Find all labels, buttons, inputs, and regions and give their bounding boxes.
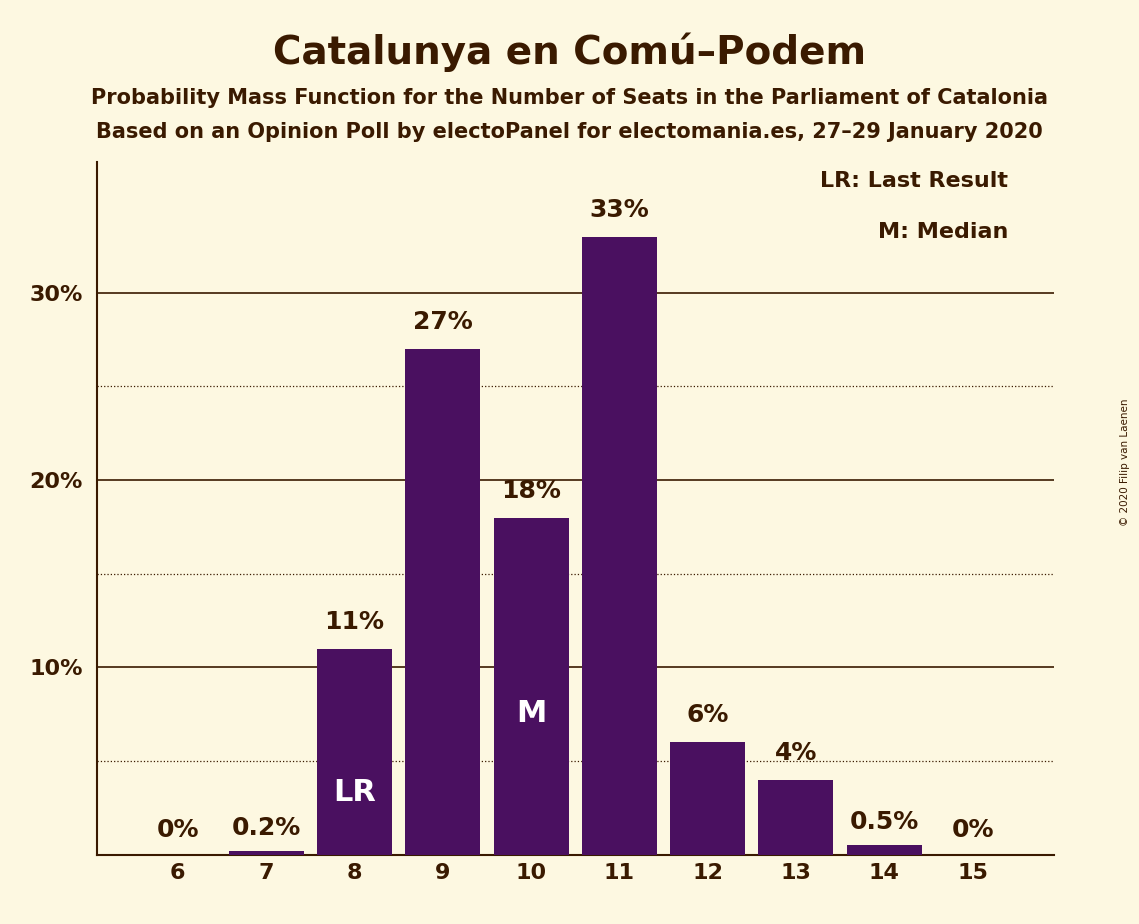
- Text: 27%: 27%: [412, 310, 473, 334]
- Text: 18%: 18%: [501, 479, 562, 503]
- Text: LR: Last Result: LR: Last Result: [820, 171, 1008, 191]
- Bar: [582, 237, 657, 855]
- Text: 33%: 33%: [590, 198, 649, 222]
- Text: 0%: 0%: [156, 818, 199, 842]
- Text: Probability Mass Function for the Number of Seats in the Parliament of Catalonia: Probability Mass Function for the Number…: [91, 88, 1048, 108]
- Bar: [405, 349, 481, 855]
- Bar: [317, 649, 392, 855]
- Bar: [846, 845, 921, 855]
- Text: 0.5%: 0.5%: [850, 810, 919, 834]
- Text: Based on an Opinion Poll by electoPanel for electomania.es, 27–29 January 2020: Based on an Opinion Poll by electoPanel …: [96, 122, 1043, 142]
- Text: Catalunya en Comú–Podem: Catalunya en Comú–Podem: [273, 32, 866, 72]
- Text: © 2020 Filip van Laenen: © 2020 Filip van Laenen: [1121, 398, 1130, 526]
- Text: 0%: 0%: [951, 818, 994, 842]
- Text: 6%: 6%: [687, 703, 729, 727]
- Text: 11%: 11%: [325, 610, 385, 634]
- Bar: [493, 517, 568, 855]
- Bar: [759, 780, 834, 855]
- Text: 0.2%: 0.2%: [231, 816, 301, 840]
- Text: M: Median: M: Median: [877, 222, 1008, 242]
- Text: 4%: 4%: [775, 741, 817, 765]
- Text: LR: LR: [333, 778, 376, 808]
- Bar: [229, 851, 304, 855]
- Bar: [670, 742, 745, 855]
- Text: M: M: [516, 699, 547, 727]
